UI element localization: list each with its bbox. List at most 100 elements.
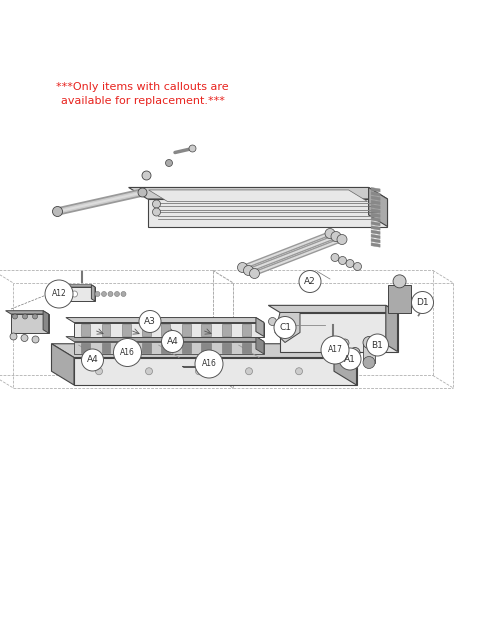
Text: A4: A4 [86, 356, 99, 365]
Text: C1: C1 [279, 323, 291, 332]
Circle shape [238, 263, 248, 272]
Polygon shape [371, 226, 380, 230]
Circle shape [114, 339, 141, 367]
Polygon shape [74, 341, 264, 354]
Text: ***Only items with callouts are
available for replacement.***: ***Only items with callouts are availabl… [56, 82, 229, 106]
Circle shape [296, 368, 302, 375]
Polygon shape [256, 318, 264, 337]
Polygon shape [142, 342, 150, 353]
Circle shape [195, 350, 223, 378]
Circle shape [72, 291, 78, 297]
Polygon shape [363, 342, 375, 363]
Polygon shape [52, 344, 74, 385]
Text: A16: A16 [202, 360, 216, 368]
Circle shape [142, 171, 151, 180]
Polygon shape [52, 344, 356, 358]
Circle shape [420, 299, 427, 306]
Polygon shape [43, 311, 49, 333]
Circle shape [52, 206, 62, 216]
Circle shape [12, 314, 18, 319]
Circle shape [246, 368, 252, 375]
Polygon shape [74, 358, 356, 385]
Polygon shape [371, 200, 380, 204]
Circle shape [331, 253, 339, 261]
Polygon shape [122, 323, 130, 335]
Circle shape [250, 268, 260, 279]
Circle shape [366, 334, 388, 356]
Polygon shape [148, 190, 368, 201]
Circle shape [268, 318, 276, 325]
Circle shape [84, 351, 90, 356]
Circle shape [82, 349, 104, 371]
Polygon shape [162, 342, 170, 353]
Circle shape [108, 292, 113, 296]
Text: A4: A4 [166, 337, 178, 346]
Circle shape [350, 348, 360, 358]
Polygon shape [82, 323, 90, 335]
Circle shape [114, 292, 119, 296]
Polygon shape [162, 323, 170, 335]
Polygon shape [371, 242, 380, 248]
Circle shape [146, 368, 152, 375]
Circle shape [412, 292, 434, 313]
Polygon shape [142, 323, 150, 335]
Circle shape [341, 339, 349, 347]
Text: A17: A17 [328, 346, 342, 354]
Polygon shape [222, 342, 230, 353]
Circle shape [166, 160, 172, 166]
Polygon shape [102, 342, 110, 353]
Circle shape [96, 368, 102, 375]
Polygon shape [242, 342, 250, 353]
Circle shape [32, 336, 39, 343]
Polygon shape [74, 322, 264, 337]
Text: A12: A12 [52, 289, 66, 299]
Circle shape [45, 280, 73, 308]
Polygon shape [371, 209, 380, 213]
Circle shape [354, 263, 362, 270]
Polygon shape [280, 313, 398, 351]
Polygon shape [202, 323, 210, 335]
Circle shape [32, 314, 38, 319]
Polygon shape [222, 323, 230, 335]
Polygon shape [92, 285, 95, 301]
Polygon shape [371, 239, 380, 243]
Circle shape [10, 333, 17, 340]
Text: A2: A2 [304, 277, 316, 286]
Polygon shape [128, 187, 388, 199]
Polygon shape [68, 287, 95, 301]
Polygon shape [6, 311, 48, 314]
Circle shape [244, 265, 254, 275]
Polygon shape [371, 192, 380, 196]
Polygon shape [82, 342, 90, 353]
Circle shape [189, 145, 196, 152]
Polygon shape [256, 337, 264, 354]
Circle shape [138, 188, 147, 197]
Polygon shape [371, 217, 380, 222]
Polygon shape [371, 222, 380, 226]
Polygon shape [388, 285, 411, 313]
Circle shape [346, 260, 354, 268]
Polygon shape [275, 313, 300, 342]
Text: D1: D1 [416, 298, 429, 307]
Circle shape [84, 360, 90, 367]
Polygon shape [66, 337, 264, 341]
Polygon shape [386, 305, 398, 351]
Circle shape [338, 256, 346, 265]
Polygon shape [122, 342, 130, 353]
Circle shape [321, 336, 349, 364]
Circle shape [102, 292, 106, 296]
Polygon shape [64, 285, 95, 287]
Polygon shape [268, 305, 398, 313]
Polygon shape [242, 323, 250, 335]
Polygon shape [371, 196, 380, 201]
Polygon shape [182, 342, 190, 353]
Circle shape [393, 275, 406, 288]
Circle shape [21, 334, 28, 341]
Polygon shape [148, 199, 388, 227]
Circle shape [274, 316, 296, 339]
Polygon shape [182, 367, 214, 368]
Circle shape [196, 368, 202, 375]
Circle shape [325, 229, 335, 239]
Circle shape [95, 292, 100, 296]
Polygon shape [334, 344, 356, 385]
